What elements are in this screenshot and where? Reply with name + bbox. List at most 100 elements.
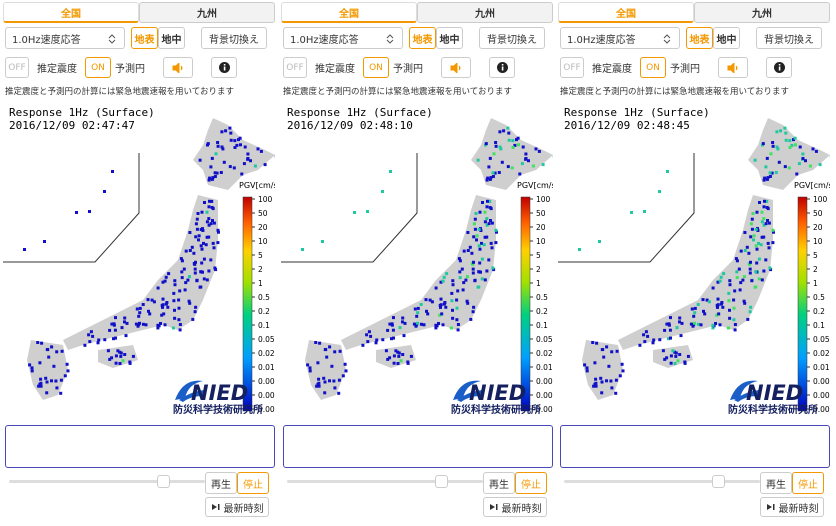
station-dot — [333, 350, 337, 354]
station-dot — [480, 257, 484, 261]
play-button[interactable]: 再生 — [483, 472, 515, 494]
stop-button[interactable]: 停止 — [792, 472, 824, 494]
tab[interactable]: 全国 — [558, 2, 694, 23]
layer-button[interactable]: 地表 — [131, 27, 158, 49]
play-button[interactable]: 再生 — [205, 472, 237, 494]
station-dot — [156, 286, 160, 290]
station-dot — [600, 380, 604, 384]
station-dot — [489, 176, 493, 180]
scale-unit: PGV[cm/s] — [517, 181, 553, 190]
slider-track[interactable] — [9, 480, 205, 483]
station-dot — [502, 129, 506, 133]
speaker-shape — [172, 62, 183, 73]
station-dot — [794, 143, 797, 147]
toggle-label: 予測円 — [670, 64, 700, 75]
scale-label: 0.02 — [258, 349, 275, 358]
toggle[interactable]: ON — [363, 57, 389, 78]
slider-track[interactable] — [287, 480, 483, 483]
stop-button[interactable]: 停止 — [237, 472, 269, 494]
slider-knob[interactable] — [435, 475, 448, 488]
station-dot — [249, 159, 252, 163]
station-dot — [50, 345, 54, 349]
background-button[interactable]: 背景切換え — [201, 27, 267, 49]
mode-select[interactable]: 1.0Hz速度応答 — [283, 27, 403, 49]
station-dot — [471, 267, 475, 271]
station-dot — [443, 301, 447, 304]
layer-button[interactable]: 地中 — [158, 27, 185, 49]
station-dot — [751, 212, 755, 215]
latest-button[interactable]: 最新時刻 — [205, 497, 269, 517]
station-dot — [674, 354, 678, 358]
station-dot — [478, 247, 482, 251]
station-dot — [324, 348, 328, 351]
sound-button[interactable] — [718, 57, 748, 78]
toggle[interactable]: OFF — [560, 57, 584, 78]
scale-label: 0.05 — [258, 335, 275, 344]
layer-button[interactable]: 地表 — [409, 27, 436, 49]
station-dot — [65, 362, 69, 366]
tab[interactable]: 九州 — [417, 2, 553, 23]
station-dot — [424, 298, 428, 302]
tab[interactable]: 九州 — [139, 2, 275, 23]
play-button[interactable]: 再生 — [760, 472, 792, 494]
station-dot — [213, 175, 217, 178]
station-dot — [118, 350, 122, 354]
scale-label: 0.001 — [258, 405, 275, 414]
stop-button[interactable]: 停止 — [515, 472, 547, 494]
station-dot — [602, 355, 606, 359]
select-arrow — [663, 34, 671, 44]
station-dot — [752, 238, 755, 242]
station-dot — [200, 210, 204, 214]
latest-icon — [489, 504, 497, 510]
info-button[interactable] — [211, 57, 237, 78]
station-dot — [699, 323, 703, 327]
station-dot — [113, 328, 117, 332]
mode-select[interactable]: 1.0Hz速度応答 — [5, 27, 125, 49]
station-dot — [337, 378, 341, 382]
station-dot — [620, 362, 624, 366]
layer-button[interactable]: 地表 — [686, 27, 713, 49]
station-dot — [180, 259, 184, 263]
station-dot — [161, 297, 165, 301]
toggle[interactable]: OFF — [5, 57, 29, 78]
station-dot — [439, 305, 442, 309]
station-dot — [194, 305, 198, 309]
info-button[interactable] — [489, 57, 515, 78]
mode-select[interactable]: 1.0Hz速度応答 — [560, 27, 680, 49]
station-dot — [748, 310, 752, 314]
sound-button[interactable] — [163, 57, 193, 78]
background-button[interactable]: 背景切換え — [756, 27, 822, 49]
tab[interactable]: 全国 — [3, 2, 139, 23]
slider-knob[interactable] — [157, 475, 170, 488]
background-button[interactable]: 背景切換え — [479, 27, 545, 49]
toggle[interactable]: ON — [640, 57, 666, 78]
latest-button[interactable]: 最新時刻 — [760, 497, 824, 517]
toggle[interactable]: OFF — [283, 57, 307, 78]
station-dot — [445, 272, 449, 276]
station-dot — [646, 334, 650, 338]
info-button[interactable] — [766, 57, 792, 78]
scale-label: 50 — [536, 209, 546, 218]
layer-button[interactable]: 地中 — [713, 27, 740, 49]
station-dot — [45, 380, 49, 384]
station-dot — [500, 160, 504, 164]
latest-button[interactable]: 最新時刻 — [483, 497, 547, 517]
station-dot — [204, 243, 208, 247]
slider-knob[interactable] — [712, 475, 725, 488]
slider-track[interactable] — [564, 480, 760, 483]
station-dot — [124, 334, 128, 338]
station-dot — [163, 279, 167, 283]
tab[interactable]: 九州 — [694, 2, 830, 23]
station-dot — [490, 246, 494, 250]
station-dot — [439, 303, 443, 307]
station-dot — [210, 156, 214, 160]
station-dot — [491, 266, 495, 270]
sound-button[interactable] — [441, 57, 471, 78]
tab[interactable]: 全国 — [281, 2, 417, 23]
station-dot — [43, 240, 46, 243]
toggle[interactable]: ON — [85, 57, 111, 78]
station-dot — [795, 172, 799, 176]
station-dot — [765, 156, 769, 160]
station-dot — [717, 312, 721, 316]
layer-button[interactable]: 地中 — [436, 27, 463, 49]
